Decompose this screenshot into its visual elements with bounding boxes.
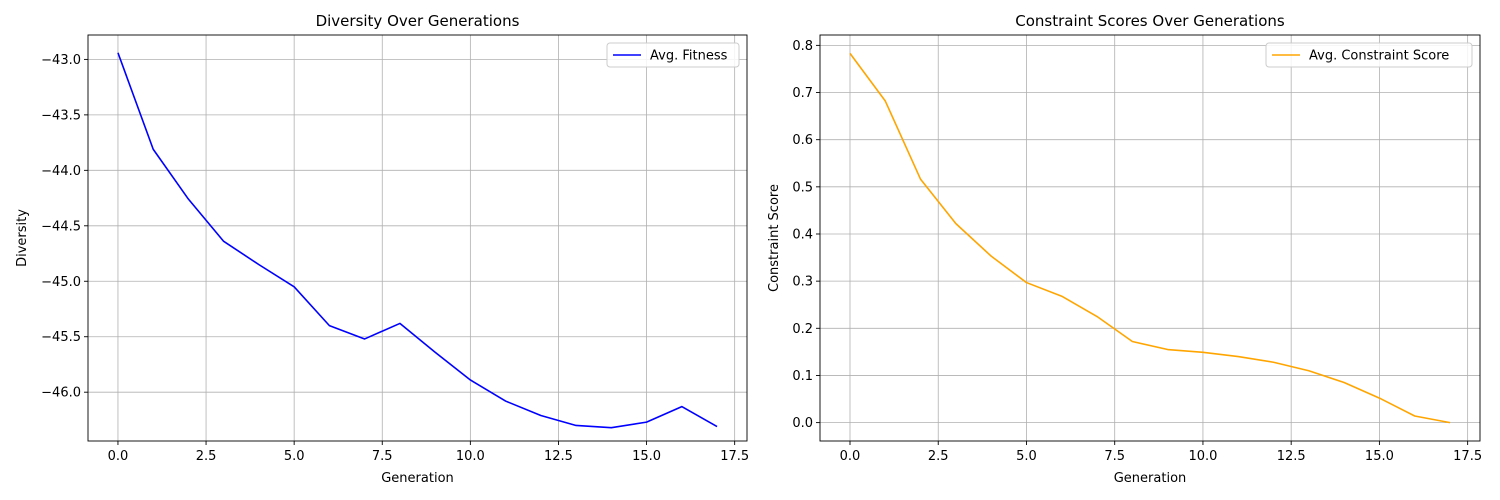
legend-box (1265, 42, 1473, 68)
y-tick-label: 0.2 (792, 322, 813, 337)
chart-title: Constraint Scores Over Generations (1015, 12, 1285, 30)
chart-diversity: 0.0 2.5 5.0 7.5 10.0 12.5 15.0 17.5 −43.0 −43.5 −4… (15, 12, 749, 486)
x-tick-label: 0.0 (840, 449, 861, 464)
y-tick-label: −43.5 (41, 108, 81, 123)
y-tick-label: −45.5 (41, 330, 81, 345)
x-tick-label: 17.5 (1453, 449, 1482, 464)
y-tick-label: 0.3 (792, 275, 813, 290)
x-tick-label: 15.0 (1365, 449, 1394, 464)
y-tick-label: 0.5 (792, 180, 813, 195)
y-tick-label: 0.1 (792, 369, 813, 384)
x-tick-label: 17.5 (720, 449, 749, 464)
plot-frame (87, 34, 748, 442)
x-tick-label: 12.5 (1277, 449, 1306, 464)
x-tick-label: 5.0 (284, 449, 305, 464)
x-tick-label: 5.0 (1016, 449, 1037, 464)
y-tick-label: −43.0 (41, 53, 81, 68)
x-tick-label: 12.5 (544, 449, 573, 464)
x-tick-label: 15.0 (632, 449, 661, 464)
series-line (117, 52, 718, 429)
x-tick-label: 10.0 (456, 449, 485, 464)
series-line (849, 52, 1451, 424)
chart-constraint-scores: 0.0 2.5 5.0 7.5 10.0 12.5 15.0 17.5 0.0 0.1 0.2 0.3… (767, 12, 1482, 486)
x-tick-label: 7.5 (372, 449, 393, 464)
x-tick-label: 2.5 (928, 449, 949, 464)
plot-frame (819, 34, 1481, 442)
y-tick-label: −45.0 (41, 275, 81, 290)
y-tick-label: −46.0 (41, 386, 81, 401)
x-tick-label: 7.5 (1104, 449, 1125, 464)
legend-box (606, 42, 740, 68)
legend-label: Avg. Fitness (650, 49, 728, 64)
y-tick-label: 0.8 (792, 39, 813, 54)
y-axis-label: Constraint Score (767, 184, 782, 292)
y-tick-label: −44.0 (41, 164, 81, 179)
y-axis-label: Diversity (15, 209, 30, 267)
y-tick-label: 0.7 (792, 86, 813, 101)
x-tick-label: 10.0 (1188, 449, 1217, 464)
y-tick-label: 0.6 (792, 133, 813, 148)
chart-title: Diversity Over Generations (316, 12, 520, 30)
x-tick-label: 2.5 (196, 449, 217, 464)
legend-label: Avg. Constraint Score (1309, 49, 1449, 64)
x-tick-label: 0.0 (108, 449, 129, 464)
x-axis-label: Generation (1114, 471, 1187, 486)
y-tick-label: −44.5 (41, 219, 81, 234)
y-tick-label: 0.4 (792, 227, 813, 242)
x-axis-label: Generation (381, 471, 454, 486)
y-tick-label: 0.0 (792, 416, 813, 431)
